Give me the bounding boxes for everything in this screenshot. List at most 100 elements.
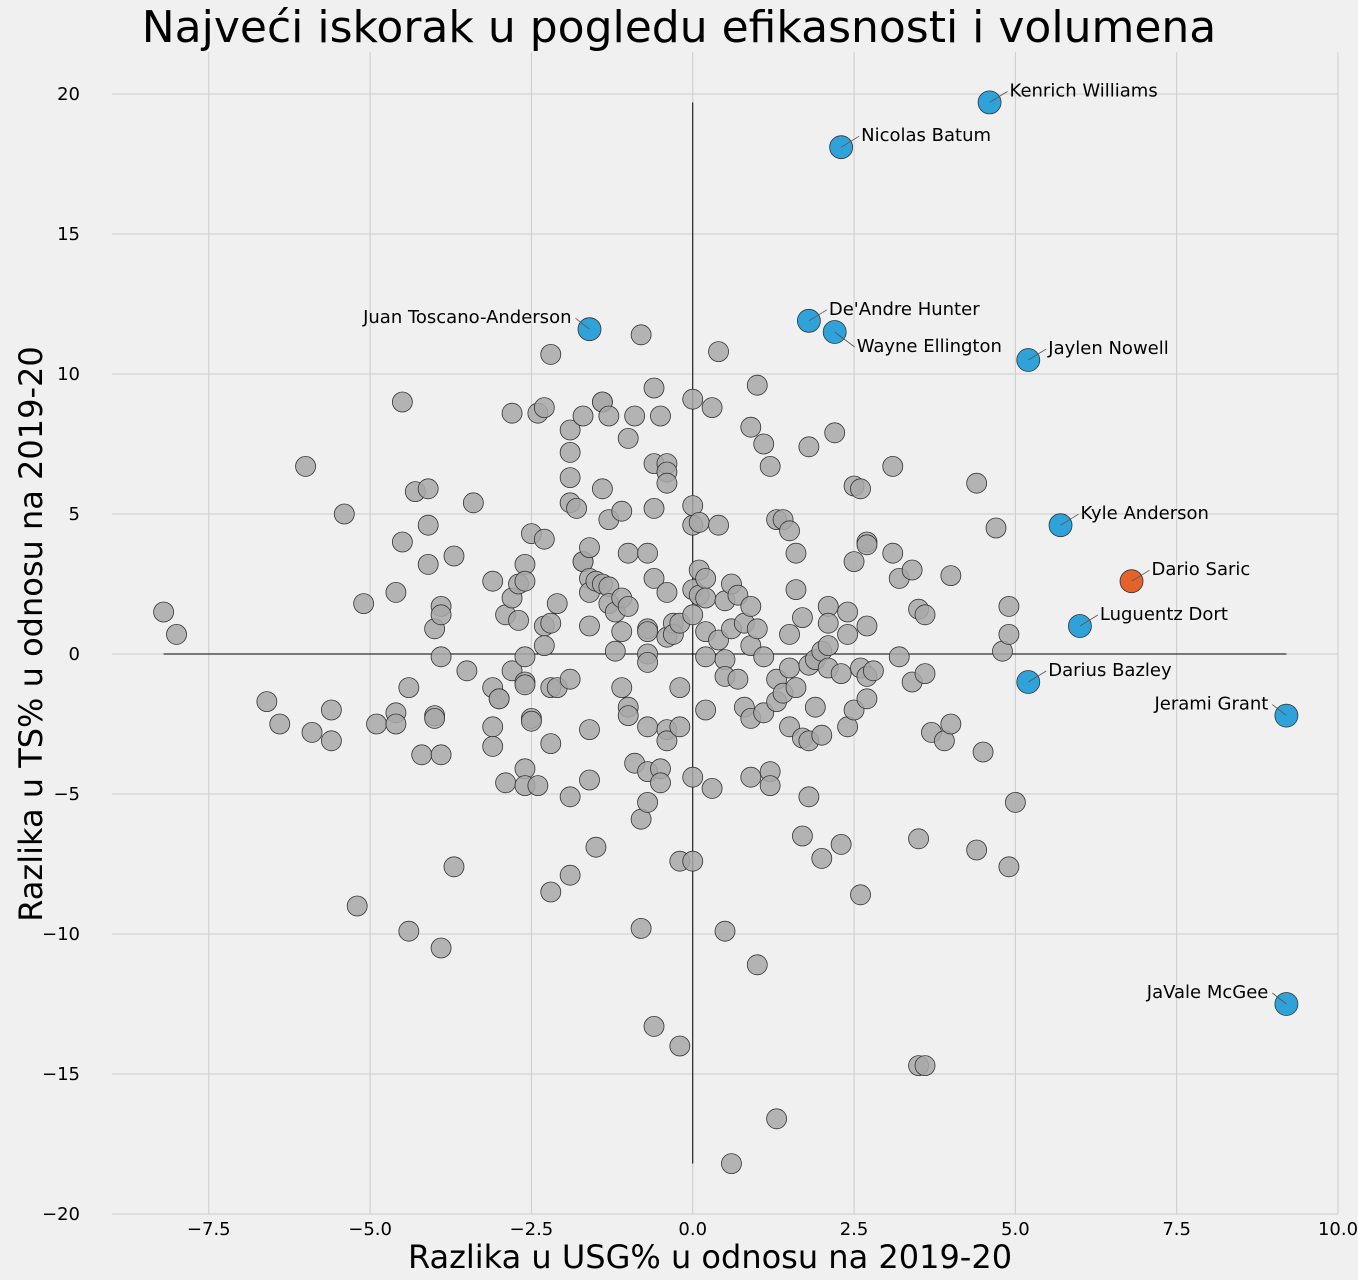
- player-point: [540, 733, 562, 754]
- player-point: [559, 419, 581, 441]
- y-tick-label: −20: [42, 1204, 80, 1225]
- player-point: [798, 436, 820, 458]
- player-point: [398, 677, 420, 698]
- player-point: [785, 579, 807, 600]
- player-point: [611, 500, 633, 522]
- player-point: [850, 478, 871, 500]
- player-point: [643, 377, 665, 399]
- y-tick-label: −10: [42, 924, 80, 945]
- player-point: [411, 744, 433, 766]
- x-tick-labels: −7.5 −5.0 −2.5 0.0 2.5 5.0 7.5 10.0: [187, 1219, 1358, 1240]
- player-point: [533, 397, 555, 419]
- player-point: [430, 604, 452, 626]
- player-point: [650, 772, 671, 794]
- player-point: [817, 635, 839, 656]
- player-name-label: Kenrich Williams: [1010, 80, 1158, 101]
- y-tick-label: −15: [42, 1064, 80, 1085]
- player-point: [740, 596, 762, 617]
- player-point: [153, 601, 175, 623]
- player-point: [966, 839, 988, 861]
- player-name-label: De'Andre Hunter: [829, 299, 980, 320]
- player-point: [1004, 792, 1026, 813]
- player-point: [785, 542, 807, 564]
- player-point: [482, 736, 504, 757]
- player-point: [579, 537, 600, 558]
- player-point: [850, 884, 871, 906]
- player-point: [804, 696, 826, 718]
- player-point: [353, 593, 375, 614]
- player-point: [669, 677, 691, 698]
- player-point: [637, 542, 658, 564]
- annotations: Kenrich Williams Nicolas Batum Juan Toscan…: [362, 80, 1287, 1005]
- player-point: [417, 514, 439, 536]
- annotation-leader: [1131, 569, 1150, 582]
- player-point: [753, 646, 775, 668]
- y-axis-label: Razlika u TS% u odnosu na 2019-20: [12, 346, 50, 921]
- player-name-label: Wayne Ellington: [857, 336, 1002, 357]
- player-point: [714, 920, 736, 942]
- player-point: [837, 601, 858, 623]
- player-point: [817, 612, 839, 634]
- player-point: [604, 640, 626, 662]
- player-point: [637, 792, 658, 813]
- player-point: [740, 766, 762, 788]
- player-point: [566, 497, 587, 519]
- player-point: [759, 455, 781, 477]
- player-point: [643, 1016, 665, 1037]
- player-point: [527, 775, 549, 796]
- player-point: [462, 492, 484, 514]
- x-tick-label: −7.5: [187, 1219, 231, 1240]
- chart-title: Najveći iskorak u pogledu efikasnosti i …: [142, 2, 1217, 53]
- player-point: [269, 713, 291, 735]
- annotation-leader: [808, 309, 828, 322]
- player-point: [792, 825, 813, 847]
- player-point: [940, 565, 962, 586]
- player-point: [759, 775, 781, 796]
- player-point: [546, 593, 568, 614]
- x-tick-label: 10.0: [1318, 1219, 1358, 1240]
- annotation-leader: [1272, 704, 1287, 716]
- player-point: [611, 621, 633, 642]
- player-point: [333, 503, 355, 525]
- player-point: [514, 570, 536, 592]
- player-point: [559, 864, 581, 886]
- player-point: [688, 512, 710, 533]
- x-tick-label: 2.5: [840, 1219, 869, 1240]
- y-tick-labels: −20 −15 −10 −5 0 5 10 15 20: [42, 84, 80, 1225]
- player-point: [746, 618, 768, 640]
- player-point: [430, 646, 452, 668]
- player-point: [521, 710, 542, 732]
- player-point: [417, 478, 439, 500]
- player-point: [320, 730, 342, 752]
- player-point: [824, 422, 846, 444]
- player-point: [682, 388, 704, 410]
- player-name-label: Darius Bazley: [1048, 660, 1172, 681]
- player-name-label: Jaylen Nowell: [1047, 338, 1168, 359]
- player-point: [695, 587, 717, 609]
- data-points: [153, 90, 1299, 1174]
- annotation-leader: [1079, 614, 1099, 627]
- player-point: [256, 691, 278, 712]
- player-point: [695, 699, 717, 721]
- player-point: [998, 856, 1020, 878]
- player-point: [792, 607, 813, 628]
- player-point: [617, 705, 639, 726]
- player-point: [863, 660, 884, 682]
- player-point: [682, 604, 704, 626]
- player-point: [533, 528, 555, 550]
- player-point: [811, 724, 833, 746]
- player-point: [837, 624, 858, 645]
- x-axis-label: Razlika u USG% u odnosu na 2019-20: [408, 1238, 1012, 1276]
- x-tick-label: −2.5: [510, 1219, 554, 1240]
- player-point: [966, 472, 988, 494]
- player-point: [914, 604, 936, 626]
- player-point: [624, 405, 646, 427]
- player-point: [508, 610, 529, 631]
- player-name-label: Kyle Anderson: [1081, 503, 1209, 524]
- player-point: [914, 663, 936, 684]
- player-name-label: Juan Toscano-Anderson: [362, 307, 571, 328]
- player-point: [650, 405, 671, 427]
- player-point: [443, 545, 465, 567]
- player-point: [617, 542, 639, 564]
